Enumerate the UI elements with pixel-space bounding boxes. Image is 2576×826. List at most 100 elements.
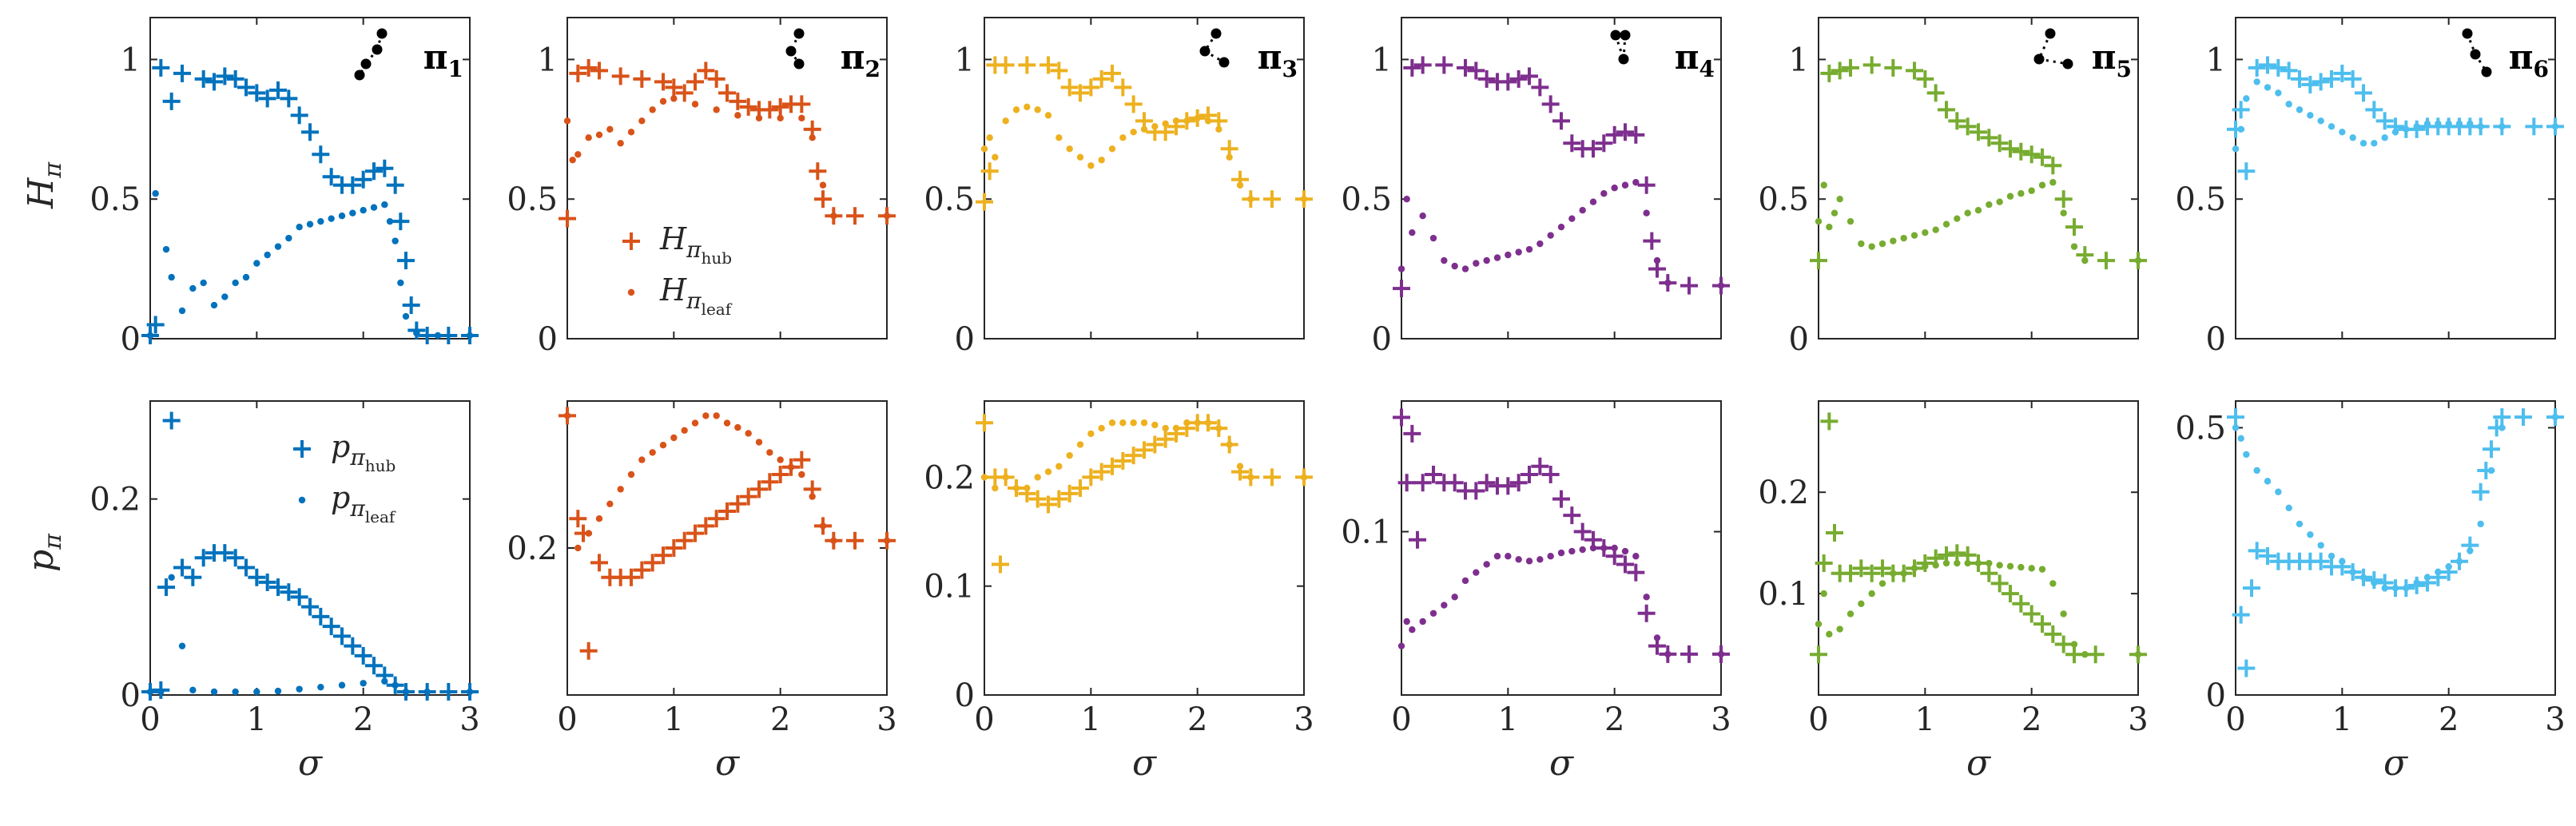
hub-point [280,89,298,108]
hub-point [1552,112,1570,130]
leaf-point [2339,129,2346,136]
y-tick-label: 1 [955,42,975,78]
hub-point [976,414,993,432]
x-tick-label: 0 [1808,701,1828,738]
hub-point [1114,78,1132,97]
hub-point [1563,134,1581,153]
hub-point [322,618,340,636]
leaf-point [1483,561,1490,568]
hub-point [771,97,789,116]
hub-point [809,162,827,181]
hub-point [2248,542,2266,560]
leaf-point [1098,157,1105,164]
leaf-point [349,209,356,216]
leaf-point [2317,542,2324,549]
hub-point [825,531,843,550]
hub-point [1980,564,1998,582]
hub-point [2419,574,2436,592]
hub-point [1397,474,1416,492]
hub-point [1573,522,1592,541]
leaf-point [1055,463,1063,470]
hub-point [574,524,592,542]
hub-point [1082,78,1100,97]
leaf-point [1820,181,1827,189]
hub-point [1242,468,1260,486]
x-tick-label: 0 [557,701,577,738]
leaf-point [595,131,603,139]
hub-point [1531,457,1549,475]
leaf-point [2028,187,2035,194]
hub-point [750,480,768,498]
axes-box [1401,400,1722,696]
leaf-point [210,688,218,696]
hub-point [1018,56,1036,74]
leaf-point [1996,562,2003,569]
motif-node [1618,54,1629,65]
hub-point [461,683,479,701]
hub-point [2012,594,2030,613]
hub-point [1135,441,1153,459]
leaf-point [210,301,218,309]
legend-marker-hub [293,440,311,458]
hub-point [1477,474,1496,492]
leaf-point [1429,610,1437,617]
panel-1-probability: 0 0.2 0 1 2 3 σ [89,400,480,784]
hub-point [1605,547,1624,566]
leaf-point [1611,185,1618,192]
panel-2-entropy: 0 0.5 1 π2 [507,17,896,358]
leaf-point [1589,198,1597,205]
hub-point [1990,134,2009,153]
hub-point [2022,605,2041,623]
leaf-point [734,112,741,119]
hub-point [1413,56,1432,74]
hub-point [1445,474,1464,492]
panel-4-entropy: 0 0.5 1 π4 [1341,17,1730,358]
axes-box [2235,17,2556,340]
leaf-point [702,412,710,419]
hub-point [1477,69,1496,88]
hub-point [814,517,832,535]
leaf-point [713,106,720,113]
leaf-point [2275,488,2282,495]
hub-point [590,554,608,572]
hub-point [707,510,725,528]
y-tick-label: 0.5 [507,181,558,218]
hub-point [1938,101,1955,119]
x-tick-label: 3 [2128,701,2148,738]
hub-point [1605,125,1624,144]
motif-node [793,58,805,69]
hub-point [2054,635,2073,653]
hub-point [1457,58,1474,77]
hub-point [2493,408,2511,427]
hub-point [739,97,757,116]
leaf-point [1409,626,1416,633]
hub-point [782,458,800,476]
leaf-point [381,201,388,208]
hub-point [2323,69,2340,88]
leaf-point [1525,245,1533,253]
hub-point [1040,495,1057,514]
hub-point [2301,75,2320,93]
leaf-point [1836,625,1843,633]
hub-point [1680,276,1698,295]
hub-point [2312,73,2330,91]
hub-point [579,641,598,660]
y-tick-label: 0 [2206,677,2226,714]
panel-3-probability: 0 0.1 0.2 0 1 2 3 σ [924,400,1314,784]
leaf-point [986,134,993,141]
hub-point [1680,645,1698,663]
leaf-point [2243,451,2250,459]
hub-point [1103,457,1121,475]
leaf-point [1098,424,1105,432]
hub-point [590,62,608,80]
hub-point [697,517,715,535]
motif-node [2062,58,2073,69]
leaf-point [1002,117,1009,125]
axes-box [1818,400,2139,696]
leaf-point [1632,179,1640,186]
leaf-point [232,279,239,287]
leaf-point [1066,145,1073,153]
hub-point [579,58,598,77]
hub-point [141,327,159,344]
leaf-point [1826,630,1833,638]
